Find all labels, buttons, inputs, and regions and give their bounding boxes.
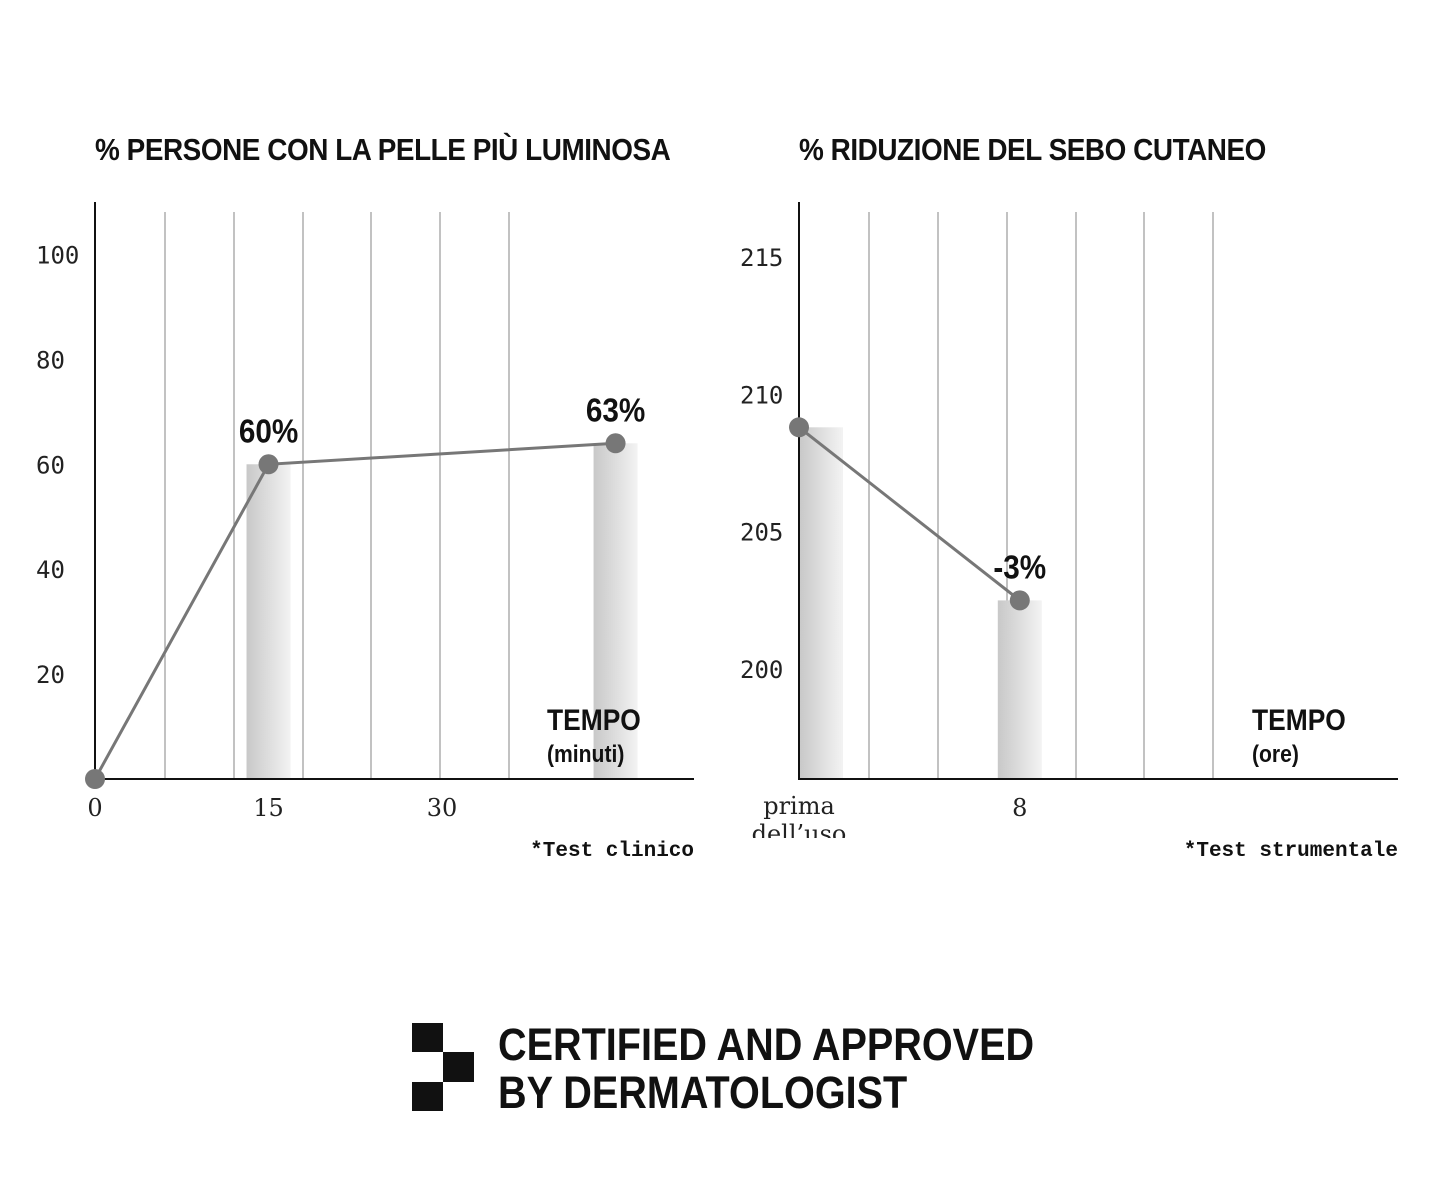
data-point-0 [789,417,809,438]
series-line [798,426,1021,602]
y-tick-label: 40 [36,556,65,584]
checker-icon [412,1023,474,1111]
chart1-plot: 100 80 60 40 20 0 15 30 60% 63% TEMPO (minuti) *Test… [36,202,694,863]
x-tick-label: 15 [253,794,284,822]
data-label-2: 63% [586,392,646,429]
bar-0 [246,464,291,779]
chart2-plot: 215 210 205 200 prima dell’uso 8 -3% TEMPO (ore) *… [740,202,1398,863]
data-label-1: -3% [993,549,1046,586]
x-axis-sublabel: (minuti) [547,741,624,768]
chart1-title: % PERSONE CON LA PELLE PIÙ LUMINOSA [95,132,671,167]
x-tick-label: 30 [427,794,458,822]
chart-footnote: *Test clinico [530,840,694,863]
y-tick-label: 20 [36,661,65,689]
bar-1 [997,600,1042,779]
y-tick-label: 205 [740,519,783,547]
y-tick-label: 210 [740,381,783,409]
bar-0 [799,427,843,779]
data-label-1: 60% [239,413,299,450]
x-axis-sublabel: (ore) [1252,741,1299,768]
certification-block: CERTIFIED AND APPROVED BY DERMATOLOGIST [412,1018,1052,1118]
x-axis-label: TEMPO [547,702,641,736]
data-point-2 [605,433,626,454]
x-axis-label: TEMPO [1252,702,1346,736]
y-tick-label: 80 [36,346,65,374]
data-point-1 [1009,590,1030,611]
data-point-0 [85,769,105,789]
chart2-title: % RIDUZIONE DEL SEBO CUTANEO [799,132,1266,167]
certification-line-2: BY DERMATOLOGIST [498,1067,908,1118]
x-tick-label: prima dell’uso [752,792,847,848]
y-tick-label: 215 [740,244,783,272]
x-tick-label: 0 [87,794,102,822]
certification-line-1: CERTIFIED AND APPROVED [498,1019,1035,1070]
chart-footnote: *Test strumentale [1184,840,1398,863]
x-tick-label: 8 [1012,794,1027,822]
y-tick-label: 200 [740,656,783,684]
y-tick-label: 60 [36,451,65,479]
bar-1 [593,443,638,779]
series-line [93,441,616,780]
data-point-1 [258,454,279,475]
y-tick-label: 100 [36,241,79,269]
